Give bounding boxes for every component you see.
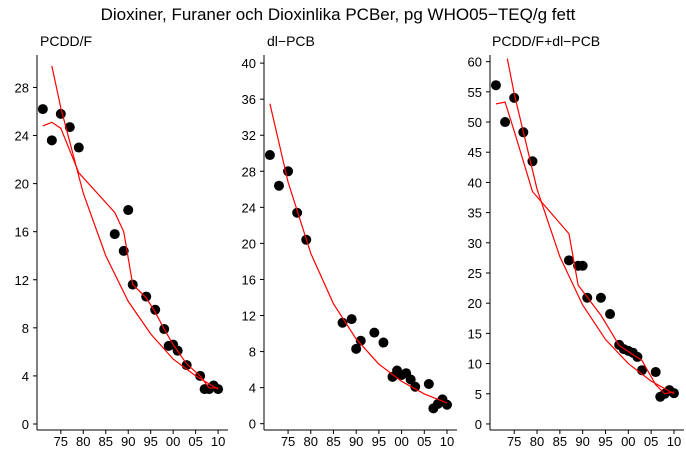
data-point (346, 314, 357, 325)
data-point (595, 292, 606, 303)
x-tick-label: 80 (530, 434, 544, 449)
y-tick-label: 24 (242, 200, 256, 215)
y-tick-label: 20 (15, 177, 29, 192)
y-tick-label: 55 (468, 85, 482, 100)
y-tick-label: 16 (15, 225, 29, 240)
data-point (605, 309, 616, 320)
x-tick-label: 90 (121, 434, 135, 449)
x-tick-label: 85 (326, 434, 340, 449)
data-point (500, 117, 511, 128)
x-tick-label: 05 (644, 434, 658, 449)
trend-line (495, 101, 675, 395)
x-tick-label: 90 (349, 434, 363, 449)
data-point (46, 135, 57, 146)
y-tick-label: 24 (15, 129, 29, 144)
y-tick-label: 40 (242, 56, 256, 71)
y-tick-label: 4 (22, 369, 29, 384)
panel: dl−PCB 0 4 8 12 16 20 24 28 32 36 40 75 80 85 90 95 00 05 1… (242, 33, 457, 449)
trend-line (51, 65, 219, 390)
y-tick-label: 32 (242, 128, 256, 143)
x-tick-label: 80 (304, 434, 318, 449)
data-point (337, 317, 348, 328)
data-point (509, 92, 520, 103)
x-tick-label: 90 (575, 434, 589, 449)
y-tick-label: 15 (468, 326, 482, 341)
data-point (123, 205, 134, 216)
y-tick-label: 36 (242, 92, 256, 107)
y-tick-label: 10 (468, 357, 482, 372)
data-point (292, 207, 303, 218)
x-tick-label: 10 (667, 434, 681, 449)
figure-title: Dioxiner, Furaner och Dioxinlika PCBer, … (101, 5, 576, 24)
y-tick-label: 0 (22, 417, 29, 432)
data-point (64, 122, 75, 133)
y-tick-label: 30 (468, 236, 482, 251)
data-point (577, 260, 588, 271)
x-tick-label: 05 (188, 434, 202, 449)
y-tick-label: 4 (249, 381, 256, 396)
y-tick-label: 40 (468, 175, 482, 190)
data-point (141, 291, 152, 302)
y-tick-label: 12 (15, 273, 29, 288)
data-point (351, 343, 362, 354)
x-tick-label: 00 (394, 434, 408, 449)
panel: PCDD/F 0 4 8 12 16 20 24 28 75 80 85 90 95 00 05 10 (15, 33, 228, 449)
trend-line (506, 58, 675, 395)
y-tick-label: 16 (242, 272, 256, 287)
x-tick-label: 10 (211, 434, 225, 449)
data-point (37, 104, 48, 115)
data-point (55, 108, 66, 119)
y-tick-label: 20 (242, 236, 256, 251)
y-tick-label: 12 (242, 309, 256, 324)
trend-line (42, 121, 219, 389)
data-point (490, 80, 501, 91)
y-tick-label: 8 (22, 321, 29, 336)
y-tick-label: 20 (468, 296, 482, 311)
data-point (273, 180, 284, 191)
x-tick-label: 75 (54, 434, 68, 449)
x-tick-label: 95 (143, 434, 157, 449)
panel-title: PCDD/F+dl−PCB (492, 33, 600, 49)
data-point (264, 150, 275, 161)
y-tick-label: 45 (468, 145, 482, 160)
data-point (563, 255, 574, 266)
x-tick-label: 80 (76, 434, 90, 449)
data-point (109, 229, 120, 240)
data-point (410, 381, 421, 392)
x-tick-label: 75 (281, 434, 295, 449)
y-tick-label: 28 (242, 164, 256, 179)
panel-title: PCDD/F (40, 33, 92, 49)
x-tick-label: 10 (440, 434, 454, 449)
x-tick-label: 95 (372, 434, 386, 449)
x-tick-label: 95 (598, 434, 612, 449)
data-point (369, 327, 380, 338)
x-tick-label: 00 (621, 434, 635, 449)
x-tick-label: 75 (507, 434, 521, 449)
y-tick-label: 60 (468, 55, 482, 70)
y-tick-label: 0 (249, 417, 256, 432)
data-point (405, 374, 416, 385)
data-point (73, 142, 84, 153)
y-tick-label: 28 (15, 80, 29, 95)
y-tick-label: 50 (468, 115, 482, 130)
x-tick-label: 85 (99, 434, 113, 449)
trend-line (269, 103, 448, 404)
panel-title: dl−PCB (267, 33, 315, 49)
y-tick-label: 25 (468, 266, 482, 281)
data-point (423, 379, 434, 390)
data-point (378, 337, 389, 348)
data-point (355, 335, 366, 346)
x-tick-label: 85 (553, 434, 567, 449)
y-tick-label: 0 (475, 417, 482, 432)
y-tick-label: 5 (475, 387, 482, 402)
data-point (650, 367, 661, 378)
x-tick-label: 05 (417, 434, 431, 449)
y-tick-label: 8 (249, 345, 256, 360)
y-tick-label: 35 (468, 206, 482, 221)
x-tick-label: 00 (166, 434, 180, 449)
